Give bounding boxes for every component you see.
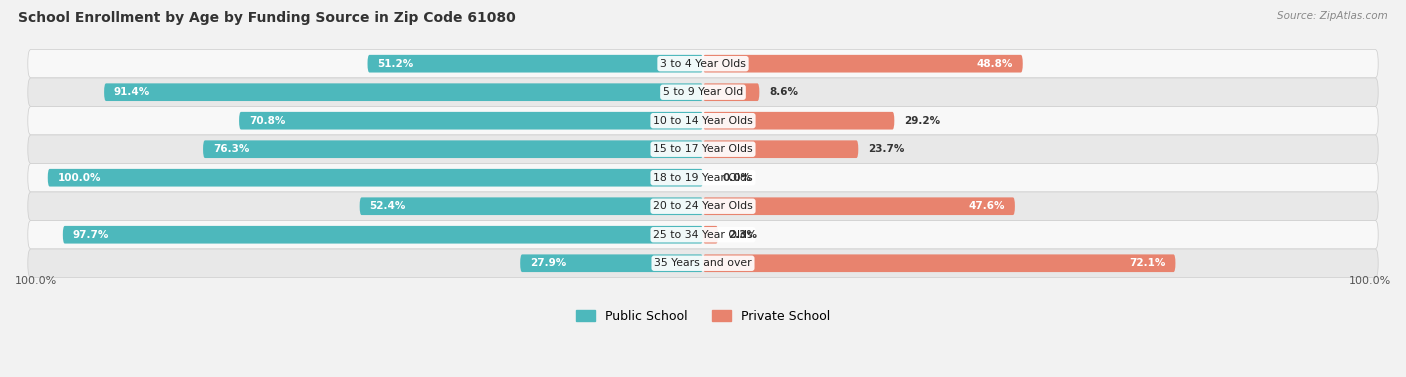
FancyBboxPatch shape <box>239 112 703 130</box>
Text: School Enrollment by Age by Funding Source in Zip Code 61080: School Enrollment by Age by Funding Sour… <box>18 11 516 25</box>
Text: 29.2%: 29.2% <box>904 116 941 126</box>
Text: 91.4%: 91.4% <box>114 87 150 97</box>
FancyBboxPatch shape <box>703 140 858 158</box>
FancyBboxPatch shape <box>703 83 759 101</box>
Text: 20 to 24 Year Olds: 20 to 24 Year Olds <box>654 201 752 211</box>
Text: Source: ZipAtlas.com: Source: ZipAtlas.com <box>1277 11 1388 21</box>
Text: 23.7%: 23.7% <box>868 144 904 154</box>
Text: 35 Years and over: 35 Years and over <box>654 258 752 268</box>
FancyBboxPatch shape <box>48 169 703 187</box>
FancyBboxPatch shape <box>703 55 1022 72</box>
FancyBboxPatch shape <box>63 226 703 244</box>
Text: 70.8%: 70.8% <box>249 116 285 126</box>
Text: 3 to 4 Year Olds: 3 to 4 Year Olds <box>659 59 747 69</box>
Text: 100.0%: 100.0% <box>58 173 101 183</box>
Text: 100.0%: 100.0% <box>15 276 58 286</box>
FancyBboxPatch shape <box>703 112 894 130</box>
Text: 8.6%: 8.6% <box>769 87 799 97</box>
FancyBboxPatch shape <box>28 192 1378 221</box>
Legend: Public School, Private School: Public School, Private School <box>571 305 835 328</box>
Text: 97.7%: 97.7% <box>73 230 110 240</box>
Text: 5 to 9 Year Old: 5 to 9 Year Old <box>662 87 744 97</box>
FancyBboxPatch shape <box>202 140 703 158</box>
Text: 27.9%: 27.9% <box>530 258 567 268</box>
Text: 18 to 19 Year Olds: 18 to 19 Year Olds <box>654 173 752 183</box>
FancyBboxPatch shape <box>28 164 1378 192</box>
Text: 47.6%: 47.6% <box>969 201 1005 211</box>
FancyBboxPatch shape <box>360 198 703 215</box>
Text: 2.3%: 2.3% <box>728 230 756 240</box>
FancyBboxPatch shape <box>703 226 718 244</box>
Text: 10 to 14 Year Olds: 10 to 14 Year Olds <box>654 116 752 126</box>
FancyBboxPatch shape <box>28 249 1378 277</box>
Text: 72.1%: 72.1% <box>1129 258 1166 268</box>
Text: 76.3%: 76.3% <box>212 144 249 154</box>
FancyBboxPatch shape <box>104 83 703 101</box>
Text: 100.0%: 100.0% <box>1348 276 1391 286</box>
FancyBboxPatch shape <box>703 254 1175 272</box>
Text: 52.4%: 52.4% <box>370 201 406 211</box>
FancyBboxPatch shape <box>28 135 1378 164</box>
Text: 0.0%: 0.0% <box>723 173 752 183</box>
FancyBboxPatch shape <box>520 254 703 272</box>
Text: 15 to 17 Year Olds: 15 to 17 Year Olds <box>654 144 752 154</box>
FancyBboxPatch shape <box>703 198 1015 215</box>
Text: 48.8%: 48.8% <box>977 59 1012 69</box>
Text: 51.2%: 51.2% <box>377 59 413 69</box>
FancyBboxPatch shape <box>28 106 1378 135</box>
FancyBboxPatch shape <box>28 49 1378 78</box>
FancyBboxPatch shape <box>28 221 1378 249</box>
FancyBboxPatch shape <box>367 55 703 72</box>
FancyBboxPatch shape <box>28 78 1378 106</box>
Text: 25 to 34 Year Olds: 25 to 34 Year Olds <box>654 230 752 240</box>
